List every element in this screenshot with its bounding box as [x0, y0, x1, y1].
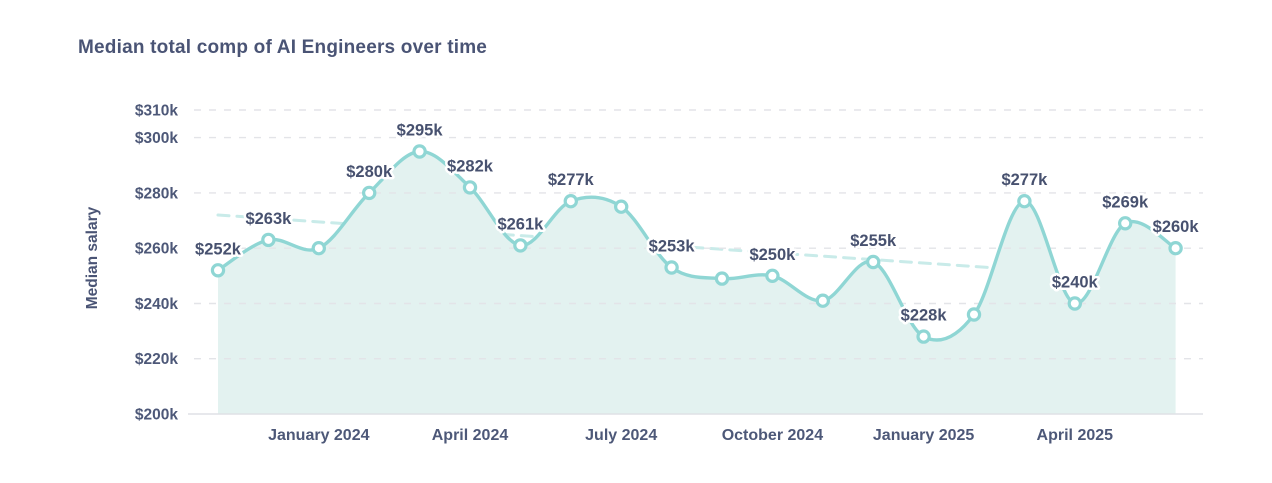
data-point-label: $277k: [548, 171, 595, 189]
data-point-label: $228k: [901, 307, 948, 325]
data-point-marker[interactable]: [563, 193, 579, 209]
data-point-label: $280k: [346, 163, 393, 181]
data-point-label: $255k: [850, 232, 897, 250]
data-point-label: $252k: [195, 240, 242, 258]
x-tick-label: January 2024: [268, 427, 370, 444]
y-tick-label: $220k: [135, 351, 178, 368]
data-point-marker[interactable]: [765, 268, 780, 283]
y-tick-label: $310k: [135, 103, 178, 120]
x-tick-label: January 2025: [873, 427, 975, 444]
x-tick-label: July 2024: [585, 427, 657, 444]
data-point-marker[interactable]: [210, 263, 226, 278]
data-point-marker[interactable]: [412, 144, 427, 159]
x-tick-label: October 2024: [722, 427, 823, 444]
y-tick-label: $240k: [135, 296, 178, 313]
data-point-marker[interactable]: [664, 260, 679, 275]
data-point-marker[interactable]: [815, 293, 831, 308]
data-point-label: $250k: [749, 246, 796, 264]
x-tick-label: April 2024: [432, 427, 509, 444]
data-point-marker[interactable]: [614, 199, 629, 214]
data-point-label: $253k: [649, 238, 696, 256]
data-point-marker[interactable]: [966, 307, 982, 322]
data-point-marker[interactable]: [311, 240, 326, 256]
data-point-label: $295k: [397, 122, 444, 140]
data-point-marker[interactable]: [866, 254, 881, 270]
data-point-marker[interactable]: [1017, 193, 1032, 209]
y-tick-label: $280k: [135, 185, 178, 202]
plot-area: $252k$263k $280k $295k$282k $261k $277k $253k…: [135, 103, 1203, 444]
data-point-label: $269k: [1102, 193, 1149, 211]
y-tick-label: $260k: [135, 241, 178, 258]
data-point-marker[interactable]: [916, 329, 931, 344]
data-point-marker[interactable]: [513, 238, 528, 253]
data-point-label: $261k: [497, 215, 544, 233]
data-point-label: $277k: [1001, 171, 1048, 189]
chart-title: Median total comp of AI Engineers over t…: [78, 37, 487, 58]
data-point-label: $263k: [245, 210, 292, 228]
data-point-label: $282k: [447, 157, 494, 175]
area-fill: [218, 151, 1176, 414]
data-point-marker[interactable]: [714, 271, 730, 286]
data-point-marker[interactable]: [1117, 216, 1133, 231]
data-point-marker[interactable]: [261, 232, 276, 248]
y-tick-label: $200k: [135, 407, 178, 424]
data-point-marker[interactable]: [1168, 240, 1183, 256]
data-point-marker[interactable]: [462, 180, 478, 195]
data-point-marker[interactable]: [362, 185, 377, 201]
y-axis-title: Median salary: [84, 206, 101, 309]
x-tick-label: April 2025: [1037, 427, 1114, 444]
data-point-label: $260k: [1153, 218, 1200, 236]
data-point-label: $240k: [1052, 274, 1099, 292]
y-tick-label: $300k: [135, 130, 178, 147]
data-point-marker[interactable]: [1067, 296, 1083, 311]
